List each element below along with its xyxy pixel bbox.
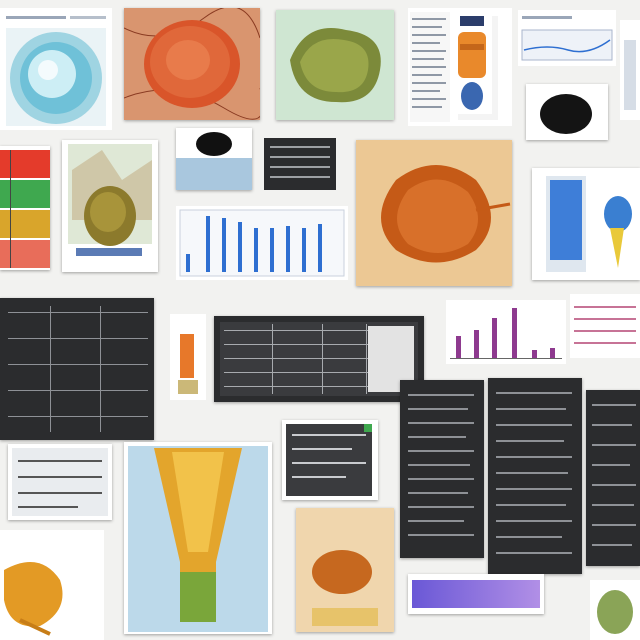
organ-icon — [356, 140, 512, 286]
gray-document-small — [282, 420, 378, 500]
specimen-icon — [526, 84, 608, 140]
bar-chart-icon — [446, 300, 566, 364]
table-icon — [8, 444, 112, 520]
dark-text-panel-2 — [488, 378, 582, 574]
green-plant-thumbnail — [590, 580, 640, 640]
orange-specimen-photo — [296, 508, 394, 632]
strip-icon — [620, 20, 640, 120]
table-icon — [214, 316, 424, 402]
purple-gradient-bar — [408, 574, 544, 614]
dark-text-panel-1 — [400, 380, 484, 558]
dark-spreadsheet-center — [214, 316, 424, 402]
blue-graph-thumbnail — [518, 10, 616, 66]
gel-icon — [532, 168, 640, 280]
sphere-icon — [0, 8, 112, 130]
blob-icon — [176, 128, 252, 190]
dark-spreadsheet-left — [0, 298, 154, 440]
document-icon — [570, 294, 640, 358]
bar-chart-icon — [176, 206, 348, 280]
dark-table-small — [264, 138, 336, 190]
cyan-sphere-figure — [0, 8, 112, 130]
funnel-icon — [124, 442, 272, 634]
seed-illustration — [62, 140, 158, 272]
document-icon — [586, 390, 640, 566]
purple-bar-chart — [446, 300, 566, 364]
table-icon — [0, 298, 154, 440]
document-icon — [282, 420, 378, 500]
document-icon — [400, 380, 484, 558]
green-tissue-figure — [276, 10, 394, 120]
plant-icon — [590, 580, 640, 640]
black-specimen-photo — [526, 84, 608, 140]
tube-icon — [170, 314, 206, 400]
blue-gel-figure — [532, 168, 640, 280]
seed-icon — [62, 140, 158, 272]
dark-text-panel-3 — [586, 390, 640, 566]
orange-animal-illustration — [0, 530, 104, 640]
gray-table-thumbnail — [8, 444, 112, 520]
swatch-icon — [0, 146, 50, 270]
orange-organ-figure — [356, 140, 512, 286]
table-icon — [264, 138, 336, 190]
capsule-icon — [452, 14, 492, 114]
orange-tube-figure — [170, 314, 206, 400]
orange-capsule-figure — [452, 14, 492, 114]
dark-blob-figure — [176, 128, 252, 190]
document-icon — [488, 378, 582, 574]
graph-icon — [518, 10, 616, 66]
specimen-icon — [296, 508, 394, 632]
tissue-icon — [276, 10, 394, 120]
gradient-icon — [408, 574, 544, 614]
right-edge-strip — [620, 20, 640, 120]
pink-text-table — [570, 294, 640, 358]
animal-icon — [0, 530, 104, 640]
color-swatch-chart — [0, 146, 50, 270]
funnel-cross-section — [124, 442, 272, 634]
red-membrane-figure — [124, 8, 260, 120]
blue-bar-chart — [176, 206, 348, 280]
membrane-icon — [124, 8, 260, 120]
